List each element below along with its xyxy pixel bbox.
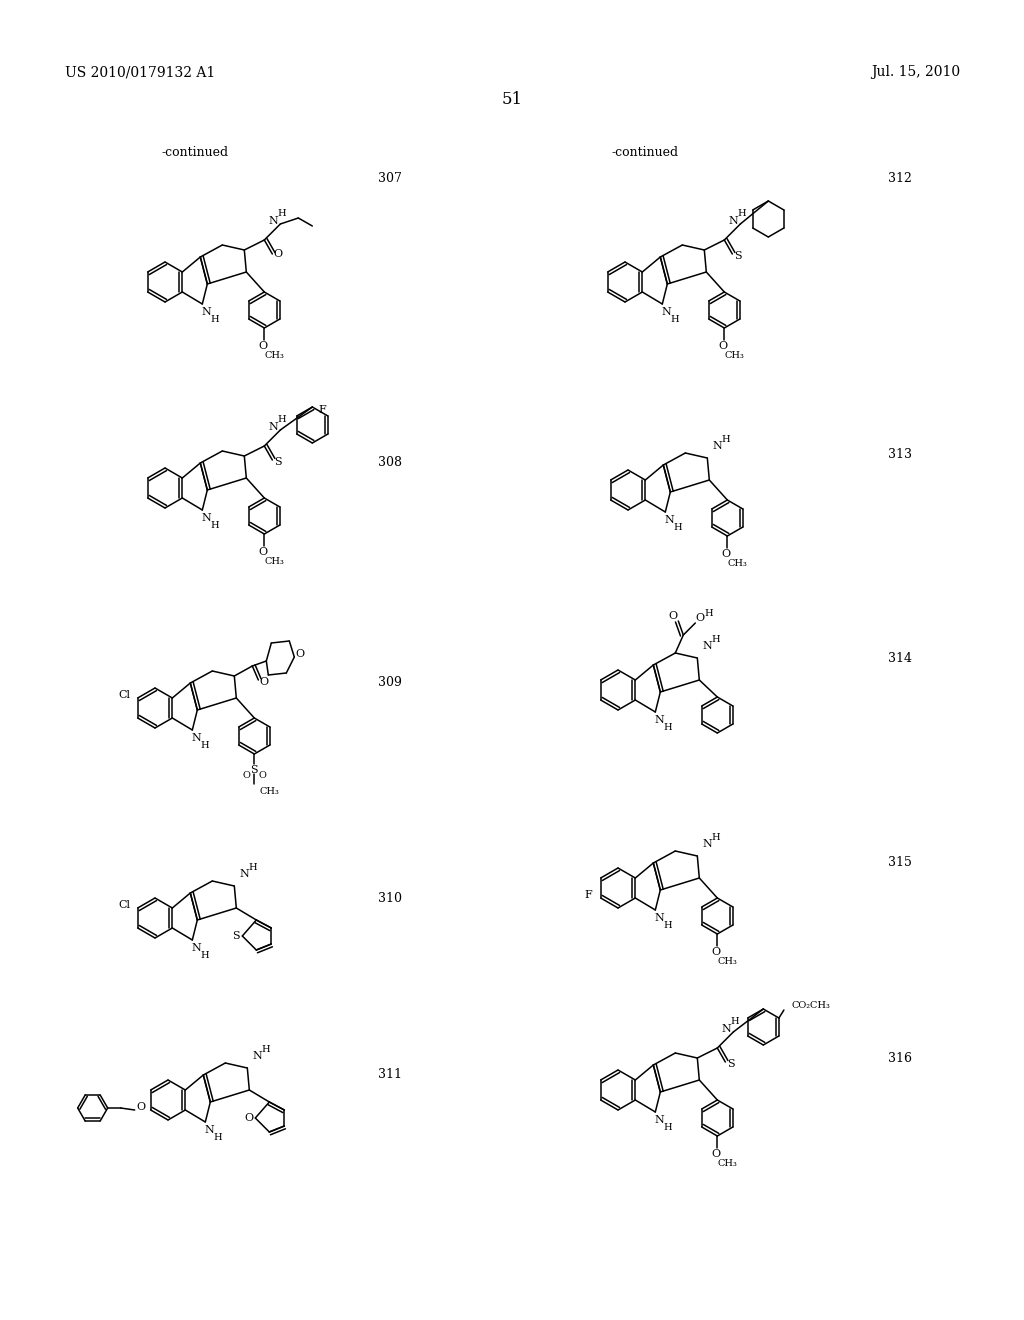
Text: CH₃: CH₃	[724, 351, 744, 359]
Text: O: O	[695, 612, 705, 623]
Text: -continued: -continued	[162, 145, 228, 158]
Text: O: O	[712, 1148, 721, 1159]
Text: CH₃: CH₃	[727, 558, 748, 568]
Text: 307: 307	[378, 172, 401, 185]
Text: S: S	[727, 1059, 735, 1069]
Text: 314: 314	[888, 652, 912, 664]
Text: N: N	[205, 1125, 214, 1135]
Text: CH₃: CH₃	[264, 351, 285, 359]
Text: S: S	[734, 251, 742, 261]
Text: 316: 316	[888, 1052, 912, 1064]
Text: H: H	[705, 609, 713, 618]
Text: O: O	[296, 649, 305, 659]
Text: H: H	[737, 210, 745, 219]
Text: H: H	[663, 920, 672, 929]
Text: H: H	[261, 1044, 269, 1053]
Text: O: O	[719, 341, 728, 351]
Text: H: H	[670, 314, 679, 323]
Text: H: H	[721, 434, 730, 444]
Text: O: O	[258, 771, 266, 780]
Text: H: H	[248, 862, 257, 871]
Text: N: N	[191, 942, 201, 953]
Text: N: N	[702, 642, 713, 651]
Text: N: N	[654, 913, 665, 923]
Text: N: N	[702, 840, 713, 849]
Text: 311: 311	[378, 1068, 402, 1081]
Text: H: H	[210, 520, 219, 529]
Text: N: N	[202, 308, 211, 317]
Text: -continued: -continued	[611, 145, 679, 158]
Text: H: H	[278, 210, 286, 219]
Text: F: F	[318, 405, 326, 414]
Text: H: H	[278, 416, 286, 425]
Text: US 2010/0179132 A1: US 2010/0179132 A1	[65, 65, 215, 79]
Text: H: H	[711, 635, 720, 644]
Text: H: H	[663, 1122, 672, 1131]
Text: N: N	[268, 422, 279, 432]
Text: H: H	[663, 722, 672, 731]
Text: H: H	[200, 950, 209, 960]
Text: CH₃: CH₃	[264, 557, 285, 565]
Text: N: N	[728, 216, 738, 226]
Text: O: O	[243, 771, 250, 780]
Text: O: O	[259, 546, 268, 557]
Text: H: H	[711, 833, 720, 842]
Text: N: N	[713, 441, 722, 451]
Text: Jul. 15, 2010: Jul. 15, 2010	[870, 65, 961, 79]
Text: 315: 315	[888, 855, 912, 869]
Text: S: S	[274, 457, 283, 467]
Text: F: F	[585, 890, 593, 900]
Text: O: O	[669, 611, 678, 620]
Text: O: O	[722, 549, 731, 558]
Text: 309: 309	[378, 676, 401, 689]
Text: 310: 310	[378, 891, 402, 904]
Text: N: N	[268, 216, 279, 226]
Text: N: N	[722, 1024, 731, 1034]
Text: N: N	[665, 515, 674, 525]
Text: N: N	[191, 733, 201, 743]
Text: 312: 312	[888, 172, 912, 185]
Text: N: N	[253, 1051, 262, 1061]
Text: Cl: Cl	[119, 690, 131, 700]
Text: O: O	[273, 249, 283, 259]
Text: 313: 313	[888, 449, 912, 462]
Text: S: S	[232, 931, 241, 941]
Text: N: N	[654, 715, 665, 725]
Text: H: H	[210, 314, 219, 323]
Text: N: N	[202, 513, 211, 523]
Text: CH₃: CH₃	[259, 787, 280, 796]
Text: 308: 308	[378, 455, 402, 469]
Text: CO₂CH₃: CO₂CH₃	[792, 1001, 830, 1010]
Text: O: O	[712, 946, 721, 957]
Text: S: S	[251, 766, 258, 775]
Text: H: H	[673, 523, 682, 532]
Text: O: O	[259, 341, 268, 351]
Text: O: O	[245, 1113, 254, 1123]
Text: H: H	[200, 741, 209, 750]
Text: CH₃: CH₃	[718, 1159, 737, 1167]
Text: N: N	[662, 308, 671, 317]
Text: N: N	[654, 1115, 665, 1125]
Text: N: N	[240, 869, 249, 879]
Text: H: H	[730, 1018, 738, 1027]
Text: O: O	[260, 677, 269, 686]
Text: O: O	[136, 1102, 145, 1111]
Text: Cl: Cl	[119, 900, 131, 909]
Text: 51: 51	[502, 91, 522, 108]
Text: H: H	[213, 1133, 221, 1142]
Text: CH₃: CH₃	[718, 957, 737, 965]
